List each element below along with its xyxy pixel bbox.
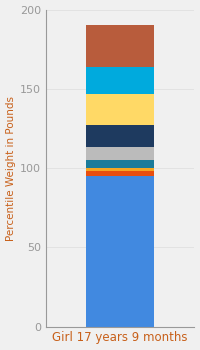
Bar bbox=[86, 171, 154, 176]
Bar bbox=[86, 125, 154, 147]
Bar bbox=[86, 26, 154, 66]
Bar bbox=[86, 176, 154, 327]
Bar bbox=[86, 93, 154, 125]
Y-axis label: Percentile Weight in Pounds: Percentile Weight in Pounds bbox=[6, 96, 16, 240]
Bar bbox=[86, 168, 154, 171]
Bar bbox=[86, 160, 154, 168]
Bar bbox=[86, 147, 154, 160]
Bar bbox=[86, 66, 154, 93]
